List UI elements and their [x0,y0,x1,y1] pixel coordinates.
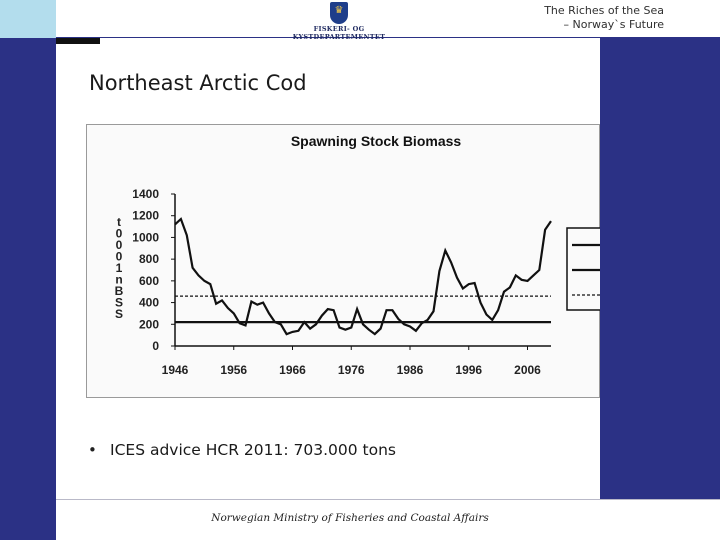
x-tick-label: 1966 [279,363,306,377]
footer-divider [56,499,720,500]
corner-accent-box [0,0,56,38]
y-axis-label-char: 0 [116,250,123,264]
advice-bullet-text: ICES advice HCR 2011: 703.000 tons [110,441,397,459]
header-tab-accent [56,38,100,44]
y-axis-label-char: 0 [116,238,123,252]
footer-ministry-name: Norwegian Ministry of Fisheries and Coas… [211,512,489,524]
y-axis-label-char: t [117,215,121,229]
y-tick-label: 400 [139,296,159,310]
y-tick-label: 0 [152,339,159,353]
x-tick-label: 1976 [338,363,365,377]
right-accent-band [600,38,720,500]
y-tick-label: 1000 [132,230,159,244]
chart-frame [86,124,600,398]
chart-title: Spawning Stock Biomass [291,133,462,149]
x-tick-label: 1956 [220,363,247,377]
tagline-line-1: The Riches of the Sea [544,4,664,17]
x-tick-label: 1946 [162,363,189,377]
x-tick-label: 1986 [397,363,424,377]
series-line-ssb [174,217,552,336]
x-tick-label: 1996 [455,363,482,377]
y-axis-label-char: 1 [116,261,123,275]
y-axis-label-char: n [115,273,122,287]
x-tick-label: 2006 [514,363,541,377]
y-axis-label-char: S [115,307,123,321]
royal-crest-icon [330,2,348,24]
left-accent-band [0,38,56,540]
slide-title: Northeast Arctic Cod [89,71,307,95]
y-axis-label-char: B [115,284,124,298]
bullet-dot-icon: • [88,441,97,459]
right-band-gap [600,500,720,540]
lion-icon: ♛ [334,5,344,16]
ministry-logo-text: FISKERI- OG KYSTDEPARTEMENTET [292,25,386,41]
ministry-logo: ♛ FISKERI- OG KYSTDEPARTEMENTET [272,2,406,41]
header-divider [56,37,720,38]
y-axis-label-char: 0 [116,227,123,241]
y-tick-label: 200 [139,317,159,331]
y-tick-label: 800 [139,252,159,266]
ssb-chart: Spawning Stock Biomass 02004006008001000… [115,133,600,377]
y-tick-label: 600 [139,274,159,288]
y-tick-label: 1400 [132,187,159,201]
y-tick-label: 1200 [132,209,159,223]
tagline-line-2: – Norway`s Future [563,18,664,31]
y-axis-label-char: S [115,296,123,310]
